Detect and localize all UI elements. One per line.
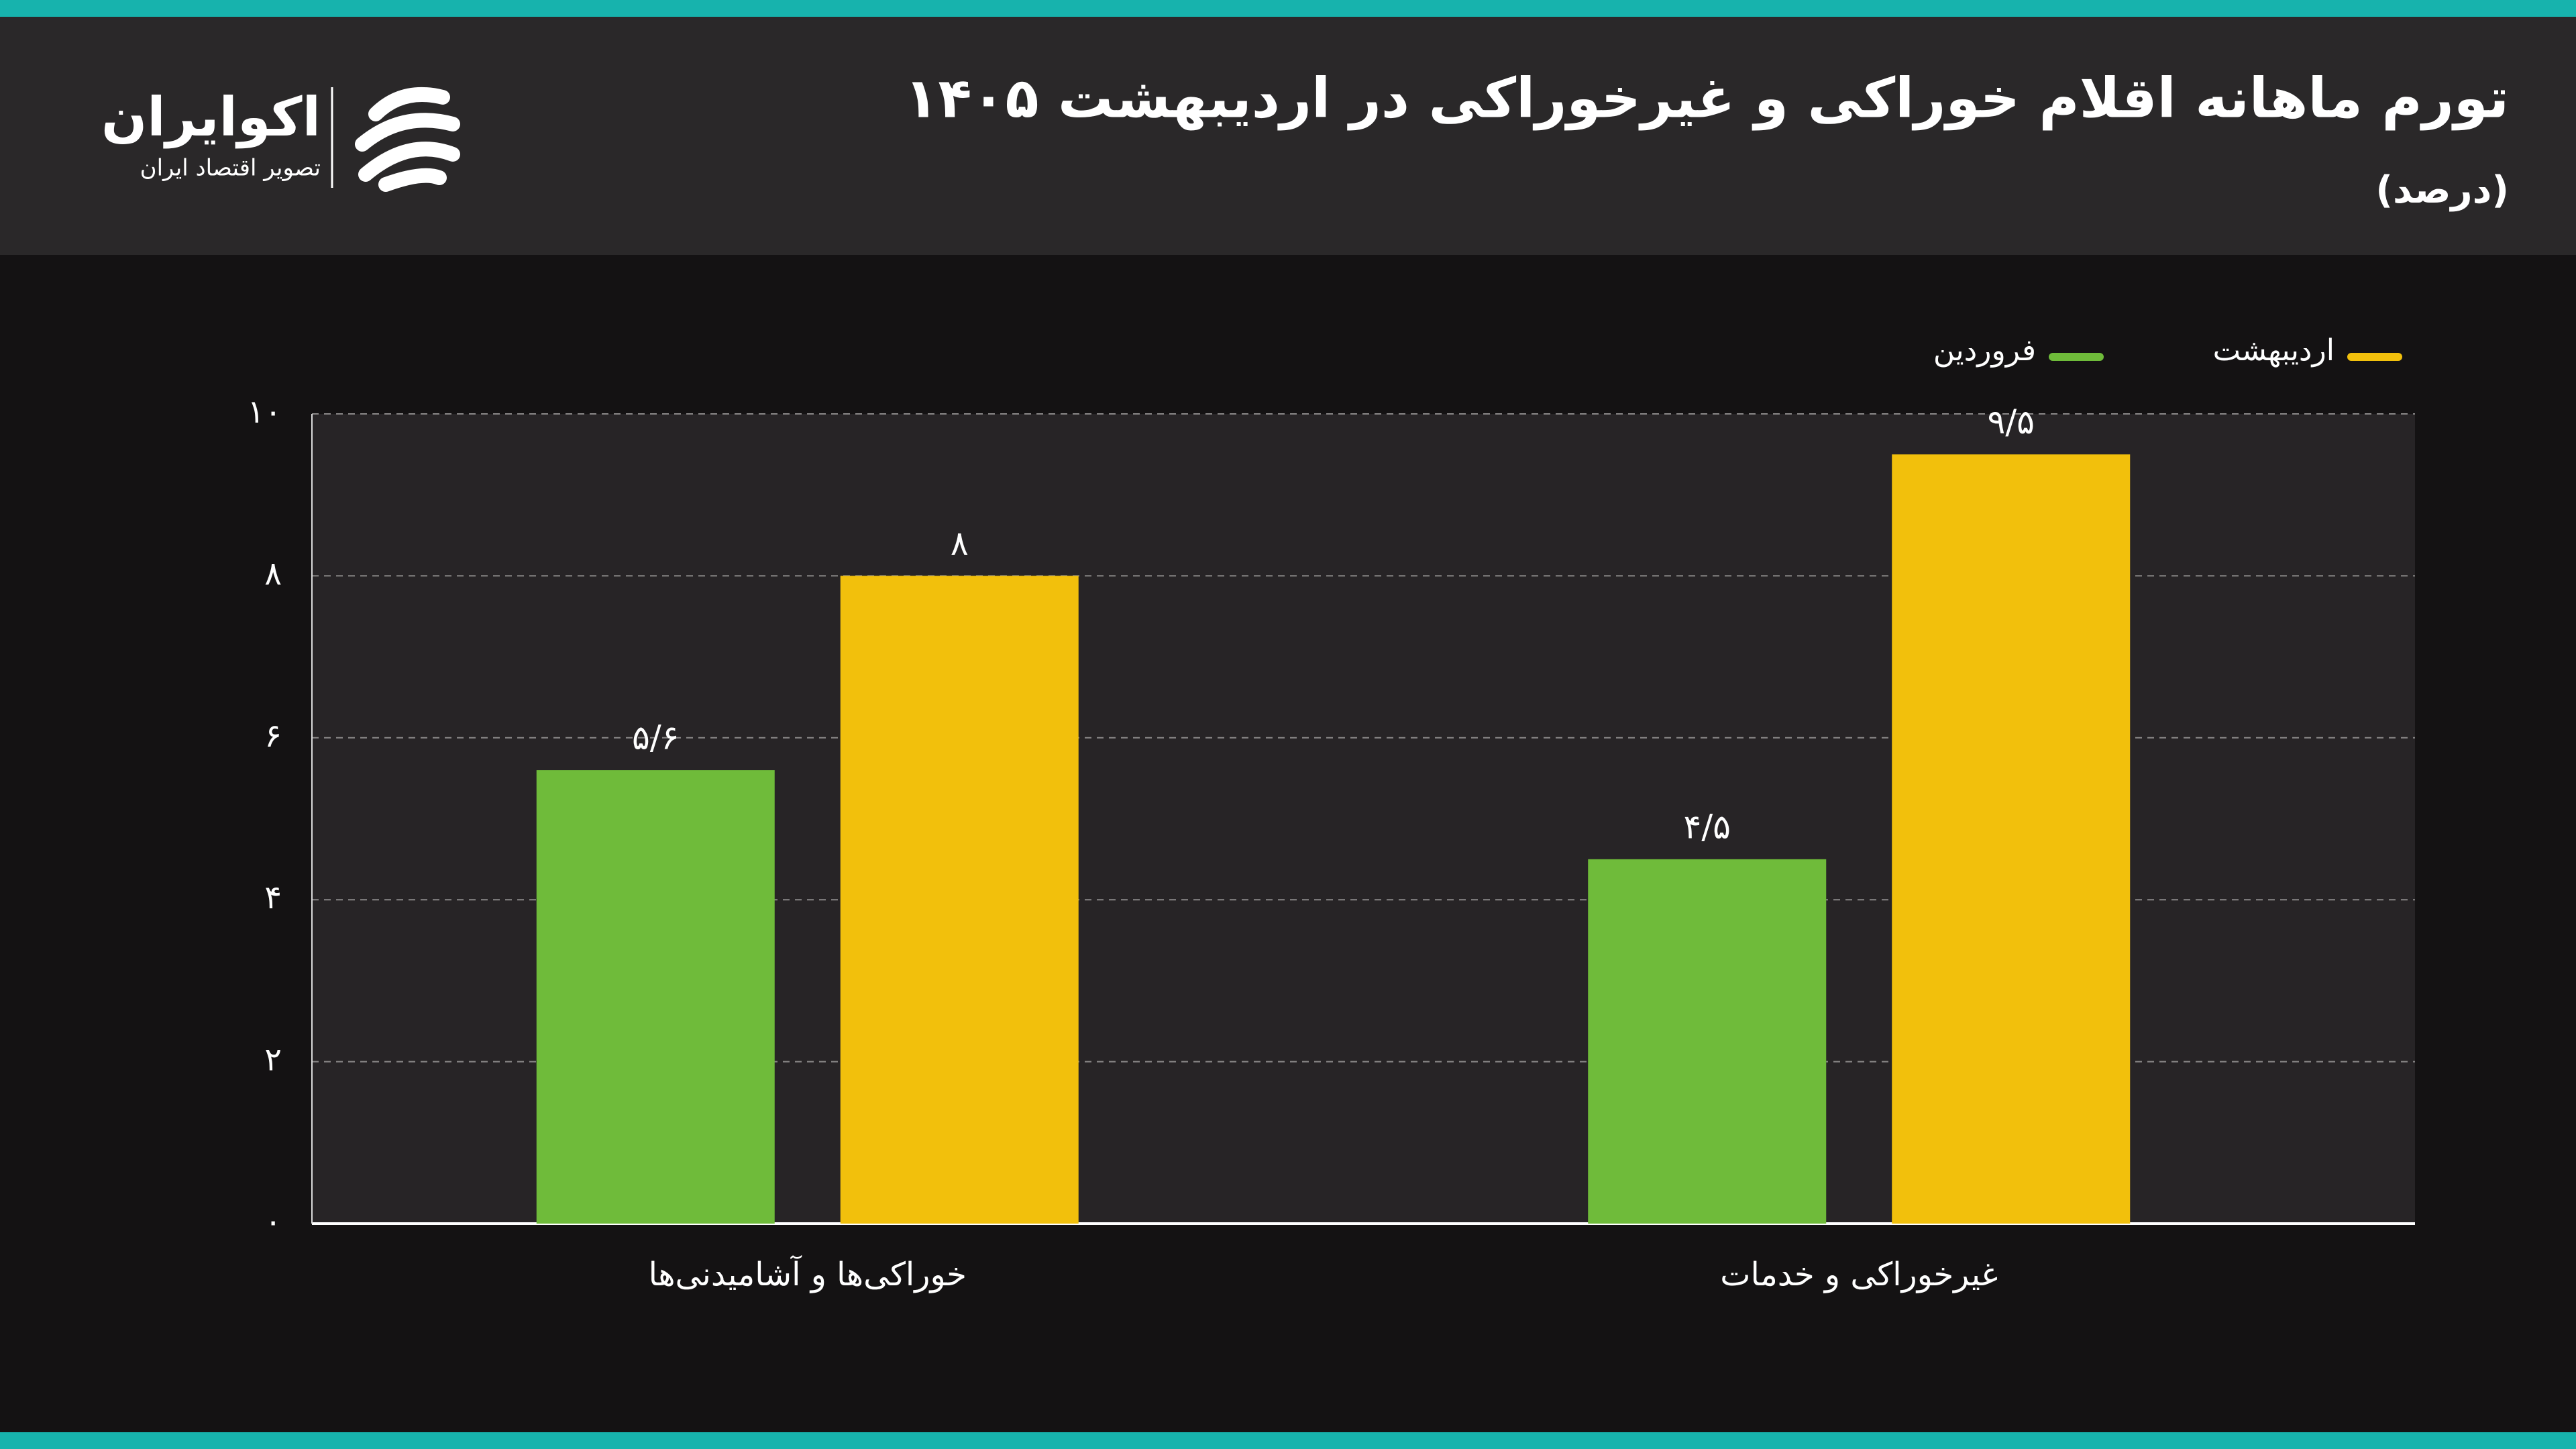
value-label: ۴/۵: [1683, 807, 1731, 846]
y-tick-label: ۱۰: [247, 393, 282, 431]
logo-name: اکوایران: [101, 86, 321, 149]
header: [0, 17, 2576, 255]
top-stripe: [0, 0, 2576, 17]
bar: [840, 576, 1079, 1224]
logo-icon: [355, 87, 460, 192]
x-tick-label: غیرخوراکی و خدمات: [1720, 1256, 1998, 1293]
y-tick-label: ۲: [264, 1041, 282, 1079]
chart-subtitle: (درصد): [2375, 168, 2509, 212]
value-label: ۸: [951, 524, 969, 563]
x-tick-label: خوراکی‌ها و آشامیدنی‌ها: [649, 1254, 967, 1293]
y-tick-label: ۸: [264, 555, 282, 592]
bar: [1588, 859, 1827, 1224]
bar: [536, 770, 775, 1224]
bottom-stripe: [0, 1432, 2576, 1449]
legend-label: فروردین: [1933, 333, 2036, 368]
y-tick-label: ۶: [264, 717, 282, 755]
bar: [1892, 454, 2131, 1224]
y-tick-label: ۰: [264, 1203, 282, 1240]
chart-title: تورم ماهانه اقلام خوراکی و غیرخوراکی در …: [904, 66, 2509, 131]
value-label: ۹/۵: [1987, 402, 2035, 441]
legend-label: اردیبهشت: [2213, 333, 2334, 368]
y-tick-label: ۴: [264, 879, 282, 916]
value-label: ۵/۶: [632, 718, 680, 757]
logo-tagline: تصویر اقتصاد ایران: [140, 155, 321, 182]
